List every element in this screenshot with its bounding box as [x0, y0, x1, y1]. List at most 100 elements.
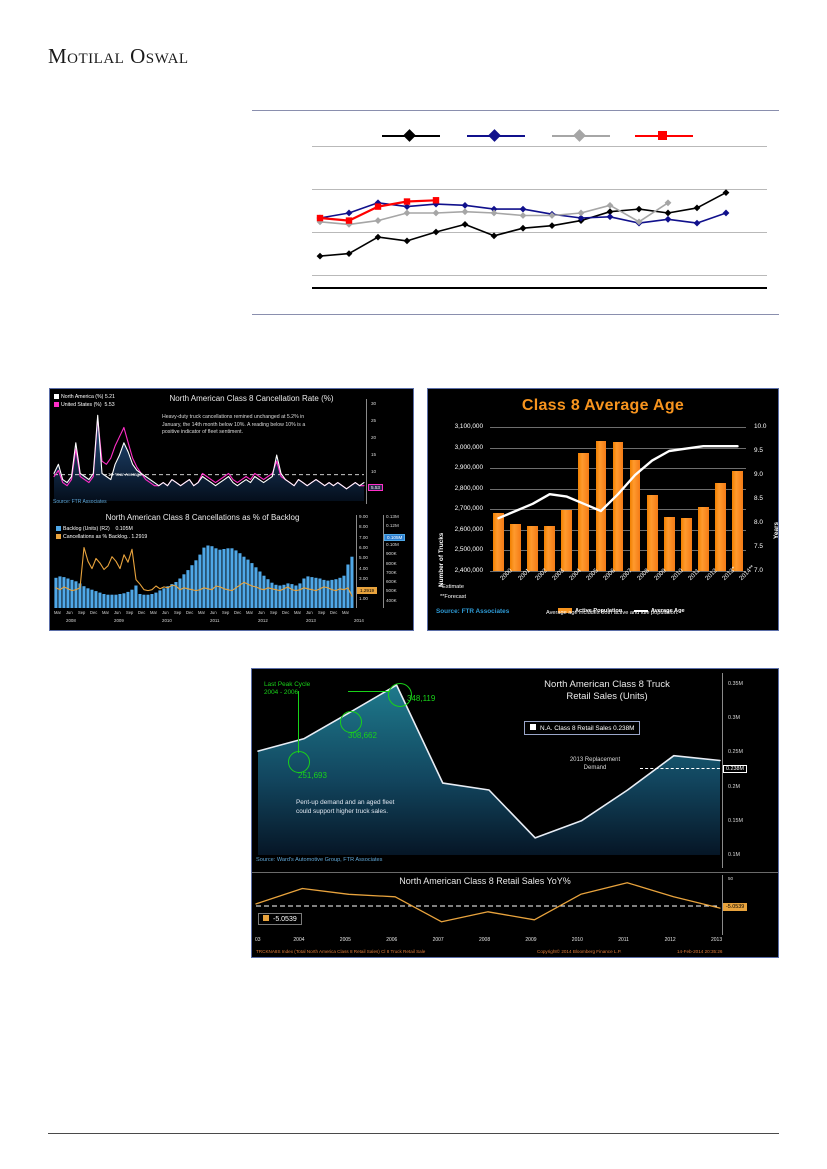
peak-value-308662: 308,662 [348, 731, 377, 740]
peak-label-line2: 2004 - 2006 [264, 689, 299, 697]
y-tick: 30 [371, 401, 377, 406]
brand-logo-text: Motilal Oswal [48, 44, 189, 68]
top-chart-axis [312, 287, 767, 289]
average-age-y-tick-left: 2,900,000 [454, 464, 483, 472]
yoy-x-tick: 03 [255, 937, 261, 943]
average-age-bar [510, 524, 521, 571]
backlog-x-tick: Sep [222, 610, 230, 615]
retail-sales-source: Source: Ward's Automotive Group, FTR Ass… [256, 857, 383, 863]
average-age-y-tick-left: 3,100,000 [454, 423, 483, 430]
footnote-estimate: *Estimate [440, 584, 464, 590]
yoy-legend: -5.0539 [258, 913, 302, 925]
average-age-bar [612, 442, 624, 571]
retail-value-box: 0.238M [723, 765, 747, 773]
backlog-x-year: 2010 [162, 618, 172, 623]
retail-y-tick: 0.1M [728, 852, 740, 858]
backlog-x-tick: Sep [78, 610, 86, 615]
legend-swatch-icon [54, 402, 59, 408]
cancellation-title: North American Class 8 Cancellation Rate… [169, 394, 334, 403]
backlog-x-year: 2011 [210, 618, 220, 623]
page-footer-rule [48, 1133, 779, 1134]
backlog-left-tick: 7.00 [359, 534, 368, 540]
average-age-y-tick-left: 2,800,000 [454, 484, 483, 492]
backlog-x-year: 2008 [66, 618, 76, 623]
yoy-title: North American Class 8 Retail Sales YoY% [399, 876, 571, 886]
average-age-legend: Active Population Average Age [558, 599, 685, 617]
legend-united-states: United States (%) 5.53 [54, 402, 115, 408]
replacement-line1: 2013 Replacement [569, 757, 621, 763]
legend-label: Average Age [650, 608, 685, 614]
legend-active-population: Active Population [558, 608, 624, 614]
backlog-right-tick: 0.13M [386, 514, 399, 519]
average-age-bar [527, 525, 539, 571]
yoy-x-tick: 2005 [339, 937, 351, 943]
backlog-x-tick: Dec [282, 610, 290, 615]
backlog-value-box-right: 0.105M [384, 534, 406, 541]
backlog-title: North American Class 8 Cancellations as … [105, 513, 300, 522]
yoy-value-box: -5.0539 [723, 903, 748, 911]
backlog-x-tick: Jun [258, 610, 265, 615]
average-age-y-tick-left: 2,600,000 [454, 525, 483, 533]
retail-sales-yoy-subpanel: North American Class 8 Retail Sales YoY%… [252, 872, 778, 957]
masthead: Motilal Oswal [48, 44, 189, 69]
average-age-y-tick-right: 9.5 [754, 447, 763, 454]
average-age-bar [595, 441, 607, 571]
yoy-x-tick: 2006 [386, 937, 398, 943]
last-peak-cycle-annotation: Last Peak Cycle 2004 - 2006 [264, 681, 310, 698]
retail-right-axis-line [722, 673, 723, 868]
top-chart-legend [372, 129, 693, 146]
average-age-y-tick-right: 8.0 [754, 519, 763, 526]
backlog-x-tick: Sep [318, 610, 326, 615]
average-age-y-tick-right: 8.5 [754, 495, 763, 502]
yoy-y-tick: 50 [728, 876, 734, 881]
legend-series-gray [552, 129, 610, 142]
legend-label: Backlog (Units) (R2) [63, 526, 110, 532]
legend-value: 5.21 [104, 394, 115, 400]
legend-swatch-icon [54, 394, 59, 400]
replacement-demand-dashline [640, 768, 725, 769]
average-age-y-tick-right: 10.0 [754, 423, 767, 430]
pentup-demand-annotation: Pent-up demand and an aged fleet could s… [296, 799, 394, 817]
cancellation-subpanel: North American Class 8 Cancellation Rate… [50, 389, 413, 508]
backlog-x-tick: Dec [330, 610, 338, 615]
yoy-x-tick: 2013 [711, 937, 723, 943]
legend-label: Active Population [575, 608, 623, 614]
legend-label: North America (%) [61, 394, 104, 400]
backlog-x-tick: Dec [138, 610, 146, 615]
backlog-x-year: 2012 [258, 618, 268, 623]
legend-series-red [635, 130, 693, 142]
top-chart-svg [316, 189, 730, 260]
backlog-left-tick: 5.00 [359, 555, 368, 561]
leader-line-horizontal [348, 691, 390, 693]
bloomberg-footer-mid: Copyright© 2014 Bloomberg Finance L.P. [537, 949, 622, 954]
average-age-bar [714, 482, 726, 571]
retail-y-tick: 0.35M [728, 680, 743, 687]
top-chart-plot [312, 134, 767, 289]
gridline [312, 146, 767, 147]
backlog-x-tick: Jun [66, 610, 73, 615]
yoy-x-tick: 2009 [525, 937, 537, 943]
average-age-bar [646, 494, 658, 571]
legend-swatch-icon [263, 915, 269, 921]
top-line-chart [252, 110, 779, 315]
backlog-left-tick: 8.00 [359, 524, 368, 530]
peak-value-348119: 348,119 [407, 694, 436, 703]
backlog-x-tick: Jun [114, 610, 121, 615]
bottom-rule [252, 314, 779, 315]
retail-sales-title: North American Class 8 Truck Retail Sale… [507, 679, 707, 704]
legend-north-america: North America (%) 5.21 [54, 394, 115, 400]
yoy-x-tick: 2008 [479, 937, 491, 943]
peak-value-251693: 251,693 [298, 771, 327, 780]
legend-average-age: Average Age [633, 608, 685, 614]
average-age-bar [680, 517, 692, 571]
backlog-right-tick: 600K [386, 579, 397, 585]
backlog-value-box-left: 1.2919 [357, 587, 378, 594]
average-age-bar [544, 526, 556, 571]
backlog-left-tick: 1.00 [359, 596, 368, 602]
retail-y-tick: 0.3M [728, 715, 740, 722]
legend-value: 5.53 [104, 402, 115, 408]
yoy-x-tick: 2010 [571, 937, 583, 943]
average-age-bar [629, 459, 641, 571]
top-rule [252, 110, 779, 111]
backlog-right-tick: 700K [386, 569, 397, 575]
